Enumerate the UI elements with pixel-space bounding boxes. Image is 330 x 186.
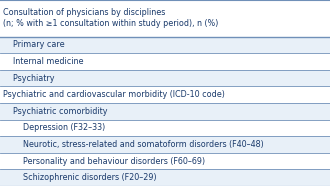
Bar xyxy=(0,86,330,103)
Bar xyxy=(0,36,330,53)
Text: Neurotic, stress-related and somatoform disorders (F40–48): Neurotic, stress-related and somatoform … xyxy=(3,140,263,149)
Bar xyxy=(0,153,330,169)
Text: Internal medicine: Internal medicine xyxy=(3,57,83,66)
Text: Depression (F32–33): Depression (F32–33) xyxy=(3,123,105,132)
Bar xyxy=(0,70,330,86)
Bar xyxy=(0,120,330,136)
Bar xyxy=(0,53,330,70)
Text: Consultation of physicians by disciplines
(n; % with ≥1 consultation within stud: Consultation of physicians by discipline… xyxy=(3,8,218,28)
Text: Psychiatric comorbidity: Psychiatric comorbidity xyxy=(3,107,107,116)
Bar xyxy=(0,0,330,36)
Text: Personality and behaviour disorders (F60–69): Personality and behaviour disorders (F60… xyxy=(3,157,205,166)
Text: Primary care: Primary care xyxy=(3,40,64,49)
Text: Psychiatry: Psychiatry xyxy=(3,73,54,83)
Bar xyxy=(0,136,330,153)
Text: Schizophrenic disorders (F20–29): Schizophrenic disorders (F20–29) xyxy=(3,173,156,182)
Bar xyxy=(0,103,330,120)
Text: Psychiatric and cardiovascular morbidity (ICD-10 code): Psychiatric and cardiovascular morbidity… xyxy=(3,90,224,99)
Bar xyxy=(0,169,330,186)
